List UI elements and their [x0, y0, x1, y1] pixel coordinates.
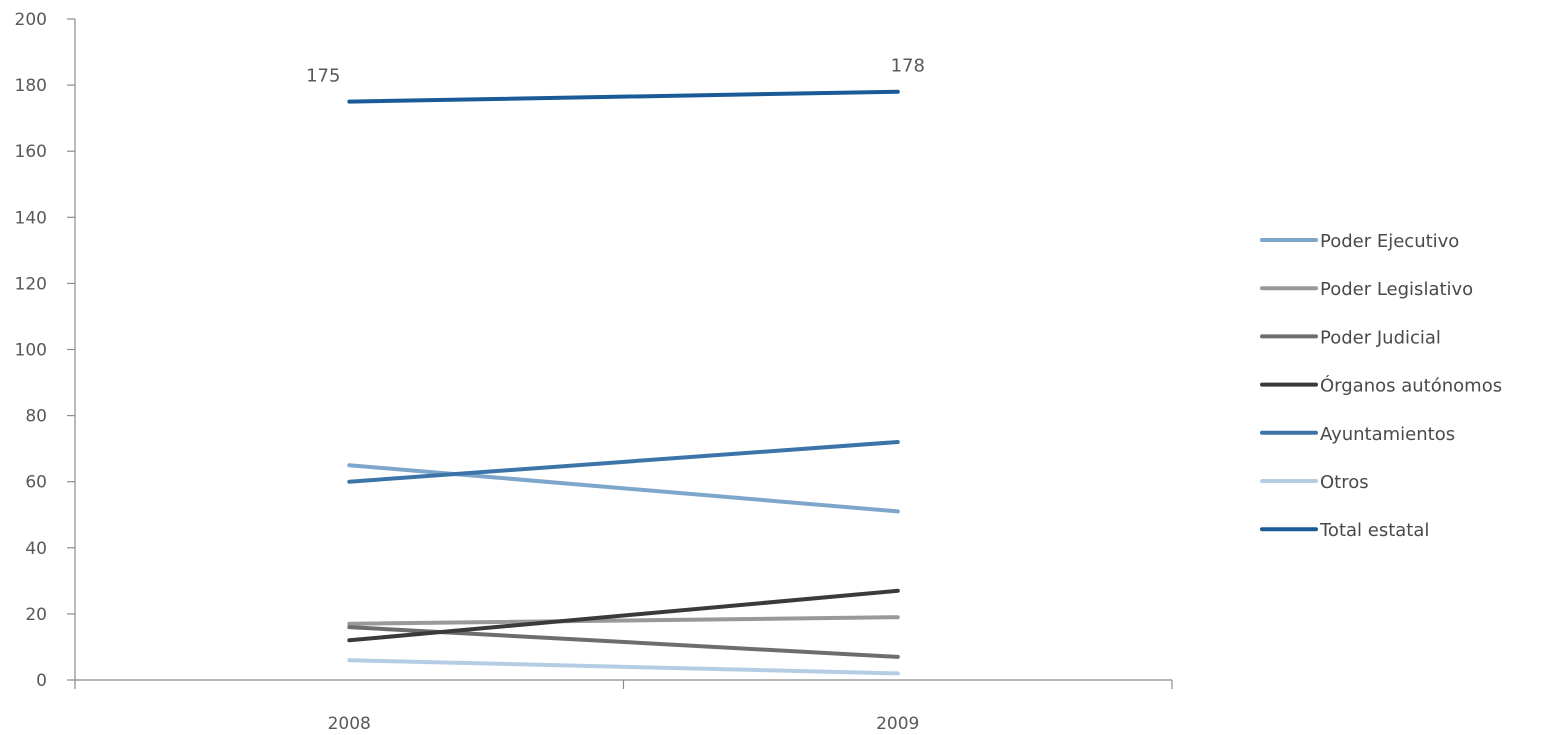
y-tick-label: 60: [25, 473, 47, 493]
legend-label-poder-legislativo: Poder Legislativo: [1320, 279, 1473, 300]
y-tick-label: 0: [36, 671, 47, 691]
series-line-organos-autonomos: [347, 588, 900, 643]
x-tick-label: 2009: [876, 714, 919, 734]
data-labels: 175 178: [306, 56, 925, 87]
legend: Poder Ejecutivo Poder Legislativo Poder Ju…: [1260, 231, 1502, 541]
axes: 0 20 40 60 80 100 120 140 160 180 200 2008 2009: [15, 10, 1173, 734]
legend-label-organos-autonomos: Órganos autónomos: [1320, 375, 1502, 397]
y-tick-label: 180: [15, 76, 47, 96]
legend-label-poder-judicial: Poder Judicial: [1320, 327, 1441, 348]
series-line-poder-ejecutivo: [347, 463, 900, 514]
legend-label-otros: Otros: [1320, 472, 1369, 493]
series-layer: [347, 89, 900, 676]
y-tick-label: 80: [25, 407, 47, 427]
y-tick-label: 120: [15, 274, 47, 294]
series-line-otros: [347, 658, 900, 676]
legend-label-ayuntamientos: Ayuntamientos: [1320, 424, 1455, 445]
y-tick-label: 140: [15, 208, 47, 228]
data-label: 175: [306, 66, 340, 87]
y-tick-label: 40: [25, 539, 47, 559]
series-line-total-estatal: [347, 89, 900, 104]
legend-label-total-estatal: Total estatal: [1319, 520, 1429, 541]
legend-label-poder-ejecutivo: Poder Ejecutivo: [1320, 231, 1459, 252]
y-tick-label: 100: [15, 341, 47, 361]
x-tick-label: 2008: [328, 714, 371, 734]
y-tick-label: 200: [15, 10, 47, 30]
series-line-poder-legislativo: [347, 615, 900, 626]
data-label: 178: [891, 56, 925, 77]
y-tick-label: 20: [25, 605, 47, 625]
y-tick-label: 160: [15, 142, 47, 162]
series-line-ayuntamientos: [347, 440, 900, 484]
